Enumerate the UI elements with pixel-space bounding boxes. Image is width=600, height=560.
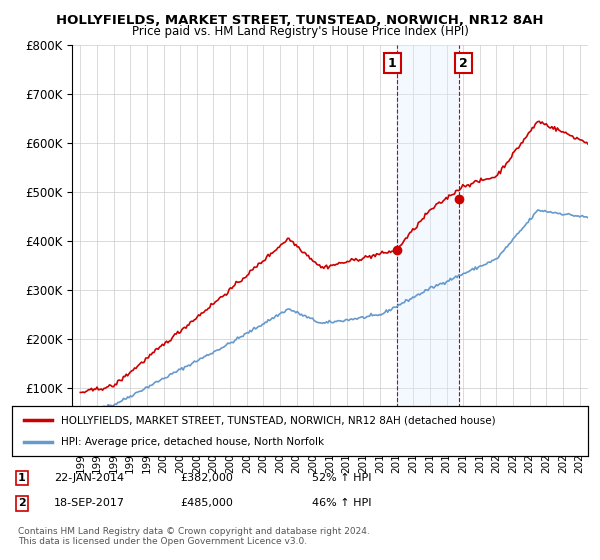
Text: £382,000: £382,000 (180, 473, 233, 483)
Text: HOLLYFIELDS, MARKET STREET, TUNSTEAD, NORWICH, NR12 8AH: HOLLYFIELDS, MARKET STREET, TUNSTEAD, NO… (56, 14, 544, 27)
Text: 2: 2 (459, 57, 468, 69)
Text: 22-JAN-2014: 22-JAN-2014 (54, 473, 124, 483)
Text: 2: 2 (18, 498, 26, 508)
Text: £485,000: £485,000 (180, 498, 233, 508)
Text: 52% ↑ HPI: 52% ↑ HPI (312, 473, 371, 483)
Text: HOLLYFIELDS, MARKET STREET, TUNSTEAD, NORWICH, NR12 8AH (detached house): HOLLYFIELDS, MARKET STREET, TUNSTEAD, NO… (61, 415, 496, 425)
Text: 18-SEP-2017: 18-SEP-2017 (54, 498, 125, 508)
Text: 1: 1 (18, 473, 26, 483)
Text: 1: 1 (388, 57, 397, 69)
Bar (397, 45, 458, 437)
Text: Contains HM Land Registry data © Crown copyright and database right 2024.
This d: Contains HM Land Registry data © Crown c… (18, 526, 370, 546)
Text: 46% ↑ HPI: 46% ↑ HPI (312, 498, 371, 508)
Text: Price paid vs. HM Land Registry's House Price Index (HPI): Price paid vs. HM Land Registry's House … (131, 25, 469, 38)
Text: HPI: Average price, detached house, North Norfolk: HPI: Average price, detached house, Nort… (61, 437, 324, 447)
